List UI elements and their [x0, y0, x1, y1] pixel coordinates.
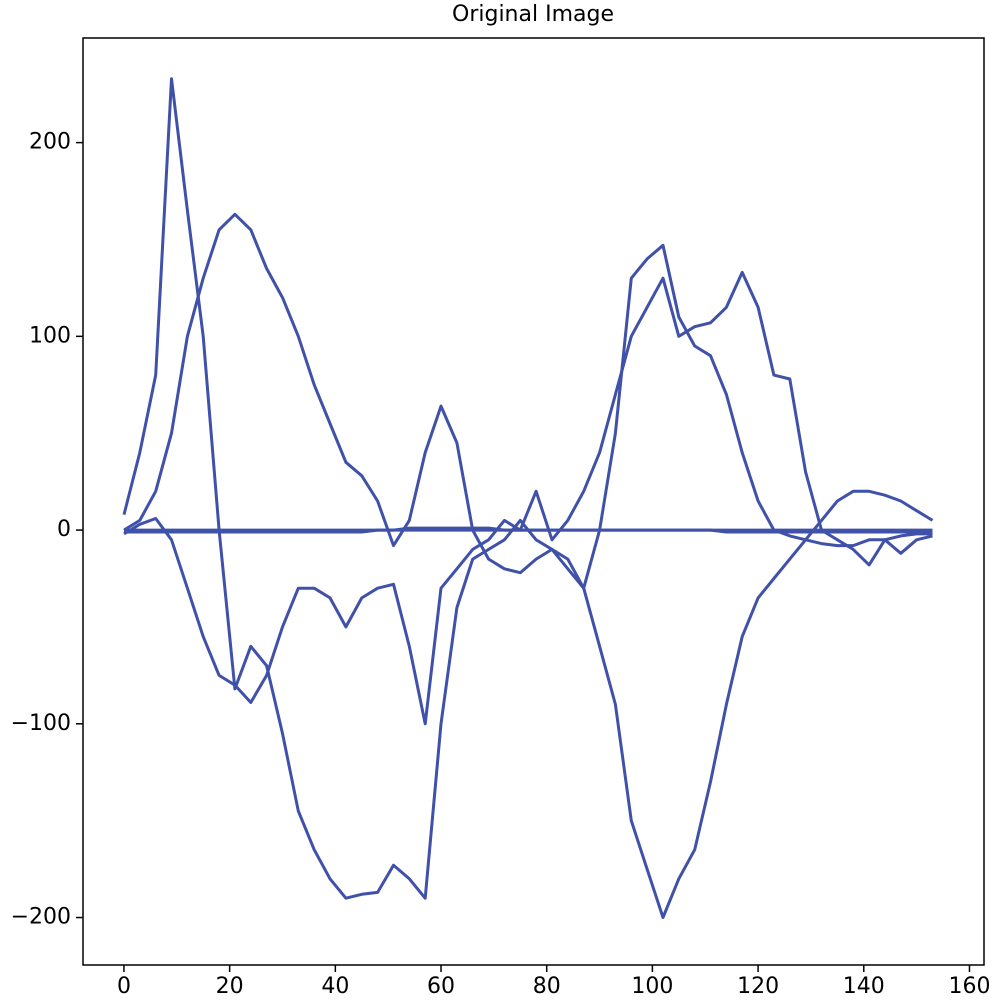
y-tick-label: 0 — [57, 517, 71, 542]
x-tick-label: 120 — [737, 974, 779, 999]
x-tick-label: 20 — [216, 974, 244, 999]
y-tick-label: 200 — [29, 130, 71, 155]
plot-frame — [82, 37, 985, 966]
chart-title: Original Image — [452, 2, 614, 27]
line-series — [123, 270, 933, 726]
x-tick-label: 100 — [631, 974, 673, 999]
y-tick-label: 100 — [29, 323, 71, 348]
line-series — [123, 212, 933, 590]
x-tick-label: 0 — [117, 974, 131, 999]
line-series — [124, 528, 933, 534]
x-tick-label: 80 — [533, 974, 561, 999]
y-tick-label: −100 — [11, 711, 71, 736]
x-tick-label: 140 — [843, 974, 885, 999]
y-tick-label: −200 — [11, 905, 71, 930]
x-tick-label: 60 — [427, 974, 455, 999]
x-tick-label: 160 — [948, 974, 990, 999]
x-tick-label: 40 — [321, 974, 349, 999]
